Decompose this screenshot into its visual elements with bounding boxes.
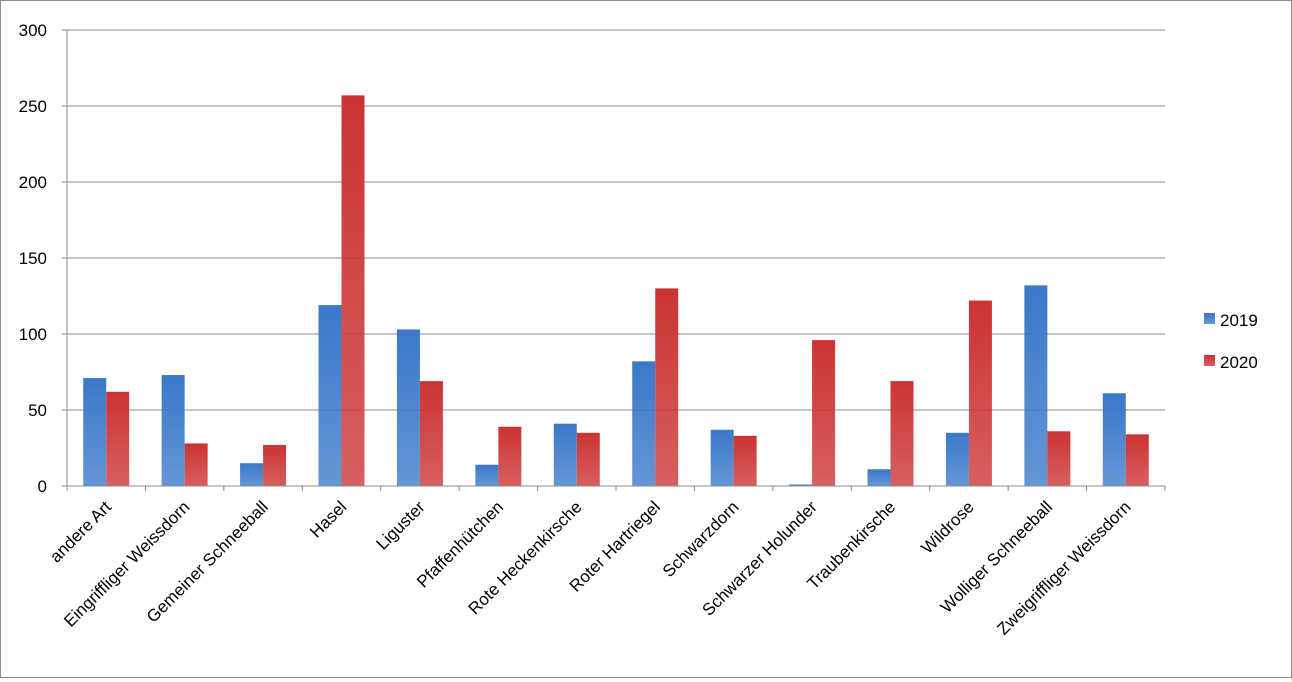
x-tick-label: Eingriffliger Weissdorn	[60, 497, 193, 630]
bar-2019-1	[83, 378, 107, 486]
x-tick-label: andere Art	[46, 497, 115, 566]
bar-2020-9	[733, 435, 757, 486]
legend-label-2019: 2019	[1220, 311, 1258, 330]
bar-2020-5	[419, 381, 443, 486]
bar-2020-2	[184, 443, 208, 486]
bar-2020-4	[341, 95, 365, 487]
bar-2020-7	[576, 432, 600, 486]
bar-2020-8	[655, 288, 679, 486]
legend-swatch-2019	[1204, 313, 1215, 324]
x-tick-label: Wildrose	[918, 497, 978, 557]
bar-2019-5	[396, 329, 420, 486]
bar-2019-12	[945, 432, 969, 486]
bar-2019-3	[240, 463, 264, 486]
y-axis-ticks: 0 50 100 150 200 250 300	[19, 21, 67, 496]
bar-2019-11	[867, 469, 891, 486]
bar-2020-11	[890, 381, 914, 486]
y-tick-label: 100	[19, 325, 47, 344]
y-tick-label: 150	[19, 249, 47, 268]
bar-2020-1	[106, 391, 130, 486]
bars	[83, 95, 1149, 487]
bar-2020-3	[263, 444, 287, 486]
bar-2019-8	[632, 361, 656, 486]
bar-2020-12	[968, 300, 992, 486]
y-tick-label: 50	[28, 401, 47, 420]
x-tick-label: Schwarzdorn	[659, 497, 743, 581]
x-tick-label: Zweigriffliger Weissdorn	[993, 497, 1134, 638]
legend-label-2020: 2020	[1220, 353, 1258, 372]
bar-2019-14	[1102, 393, 1126, 486]
x-tick-label: Hasel	[306, 497, 350, 541]
y-tick-label: 250	[19, 97, 47, 116]
bar-2020-10	[812, 340, 836, 486]
legend-swatch-2020	[1204, 355, 1215, 366]
gridlines	[67, 29, 1165, 411]
y-tick-label: 200	[19, 173, 47, 192]
bar-2020-13	[1047, 431, 1071, 486]
bar-2019-2	[161, 375, 185, 486]
legend: 2019 2020	[1204, 311, 1258, 372]
bar-2019-6	[475, 464, 499, 486]
bar-2019-10	[789, 484, 813, 486]
y-tick-label: 300	[19, 21, 47, 40]
bar-2019-7	[553, 423, 577, 486]
bar-2020-6	[498, 426, 522, 486]
bar-2019-9	[710, 429, 734, 486]
bar-2019-4	[318, 305, 342, 486]
y-tick-label: 0	[38, 477, 47, 496]
bar-2020-14	[1125, 434, 1149, 486]
bar-2019-13	[1024, 285, 1048, 486]
x-tick-label: Liguster	[373, 497, 429, 553]
